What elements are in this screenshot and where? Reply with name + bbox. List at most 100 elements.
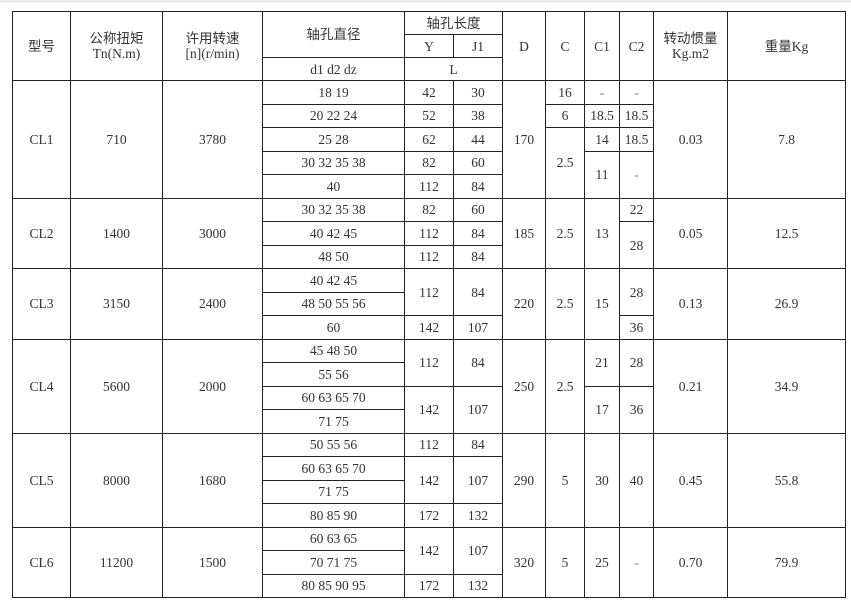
col-bore-diameter: 轴孔直径 — [262, 11, 405, 58]
table-row: 48 50 55 56 — [13, 291, 846, 316]
inertia-cell: 0.45 — [653, 432, 728, 528]
table-body: CL1 710 3780 18 19 42 30 170 16- -0.03 7.8 20 22 2… — [12, 80, 846, 598]
col-C2: C2 — [619, 11, 654, 81]
C-cell: 5 — [545, 526, 585, 598]
table-row: CL6 11200 1500 60 63 65 142 107 320 5 25-0.70 79.… — [12, 526, 846, 598]
j1-length-cell: 84 — [453, 338, 503, 387]
col-weight: 重量Kg — [727, 11, 846, 81]
C1-cell: 17 — [584, 385, 620, 434]
inertia-cell: 0.70 — [653, 526, 728, 598]
C1-cell: 21 — [584, 338, 620, 387]
C-cell: 2.5 — [545, 127, 585, 199]
col-bore-diameter-sub: d1 d2 dz — [262, 57, 405, 81]
model-cell: CL1 — [12, 80, 71, 199]
torque-cell: 710 — [70, 80, 163, 199]
j1-length-cell: 107 — [453, 526, 503, 575]
inertia-unit: Kg.m2 — [671, 46, 710, 61]
y-length-cell: 142 — [404, 526, 454, 575]
table-row: 71 75 — [13, 479, 846, 504]
torque-cell: 8000 — [70, 432, 163, 528]
j1-length-cell: 107 — [453, 456, 503, 504]
col-C1: C1 — [584, 11, 620, 81]
table-row: 40 42 45 112 84 28 — [13, 221, 846, 269]
torque-cell: 11200 — [70, 526, 163, 598]
C1-cell: - — [584, 80, 620, 105]
speed-label: 许用转速 — [185, 31, 240, 46]
j1-length-cell: 60 — [453, 197, 503, 222]
C1-cell: 11 — [584, 150, 620, 199]
table-row: 40 112 84 — [13, 174, 846, 199]
table-row: 70 71 75 — [13, 550, 846, 575]
col-J1: J1 — [453, 34, 503, 58]
col-Y: Y — [404, 34, 454, 58]
col-inertia: 转动惯量 Kg.m2 — [653, 11, 728, 81]
table-row: CL5 8000 1680 50 55 56 112 84 290 5 30 40 0.45 55.8 — [12, 432, 846, 528]
y-length-cell: 112 — [404, 174, 454, 199]
col-D: D — [502, 11, 546, 81]
C2-cell: 28 — [619, 268, 654, 316]
j1-length-cell: 107 — [453, 385, 503, 434]
y-length-cell: 62 — [404, 127, 454, 152]
weight-cell: 34.9 — [727, 338, 846, 434]
table-row: CL2 1400 3000 30 32 35 38 82 60 185 2.5 13 22 0.05… — [12, 197, 846, 269]
torque-cell: 5600 — [70, 338, 163, 434]
C-cell: 2.5 — [545, 197, 585, 269]
bore-diameter-cell: 40 — [262, 174, 405, 199]
C2-cell: 18.5 — [619, 103, 654, 128]
weight-cell: 55.8 — [727, 432, 846, 528]
j1-length-cell: 84 — [453, 244, 503, 269]
table-row: 55 56 — [13, 362, 846, 387]
bore-diameter-cell: 60 63 65 70 — [262, 456, 405, 481]
y-length-cell: 112 — [404, 244, 454, 269]
j1-length-cell: 132 — [453, 503, 503, 528]
table-header: 型号 公称扭矩 Tn(N.m) 许用转速 [n](r/min) 轴孔直径 轴孔长度 … — [12, 11, 846, 81]
j1-length-cell: 60 — [453, 150, 503, 175]
C2-cell: 18.5 — [619, 127, 654, 152]
table-row: 80 85 90 95 172 132 — [13, 573, 846, 598]
j1-length-cell: 84 — [453, 174, 503, 199]
bore-diameter-cell: 30 32 35 38 — [262, 197, 405, 222]
y-length-cell: 172 — [404, 573, 454, 598]
weight-cell: 79.9 — [727, 526, 846, 598]
bore-diameter-cell: 70 71 75 — [262, 550, 405, 575]
y-length-cell: 82 — [404, 197, 454, 222]
col-model: 型号 — [12, 11, 71, 81]
bore-diameter-cell: 18 19 — [262, 80, 405, 105]
torque-label: 公称扭矩 — [89, 31, 144, 46]
torque-unit: Tn(N.m) — [92, 46, 141, 61]
j1-length-cell: 44 — [453, 127, 503, 152]
D-cell: 250 — [502, 338, 546, 434]
bore-diameter-cell: 48 50 — [262, 244, 405, 269]
torque-cell: 1400 — [70, 197, 163, 269]
speed-cell: 1500 — [162, 526, 263, 598]
j1-length-cell: 84 — [453, 221, 503, 246]
C1-cell: 25 — [584, 526, 620, 598]
j1-length-cell: 132 — [453, 573, 503, 598]
C-cell: 2.5 — [545, 268, 585, 340]
y-length-cell: 52 — [404, 103, 454, 128]
top-band — [0, 0, 851, 3]
table-row: CL3 3150 2400 40 42 45 112 84 220 2.5 15 28 0.13 26… — [12, 268, 846, 340]
table-row: 60 63 65 70 142 107 17 36 — [13, 385, 846, 434]
y-length-cell: 42 — [404, 80, 454, 105]
bore-diameter-cell: 60 63 65 70 — [262, 385, 405, 410]
bore-diameter-cell: 71 75 — [262, 409, 405, 434]
D-cell: 185 — [502, 197, 546, 269]
inertia-cell: 0.05 — [653, 197, 728, 269]
bore-diameter-cell: 80 85 90 — [262, 503, 405, 528]
coupling-spec-table: 型号 公称扭矩 Tn(N.m) 许用转速 [n](r/min) 轴孔直径 轴孔长度 … — [12, 11, 846, 598]
col-speed: 许用转速 [n](r/min) — [162, 11, 263, 81]
C2-cell: 36 — [619, 315, 654, 340]
speed-cell: 1680 — [162, 432, 263, 528]
C-cell: 6 — [545, 103, 585, 128]
speed-cell: 2400 — [162, 268, 263, 340]
j1-length-cell: 84 — [453, 268, 503, 316]
model-cell: CL4 — [12, 338, 71, 434]
col-C: C — [545, 11, 585, 81]
C2-cell: 36 — [619, 385, 654, 434]
bore-diameter-cell: 25 28 — [262, 127, 405, 152]
C2-cell: - — [619, 150, 654, 199]
weight-cell: 26.9 — [727, 268, 846, 340]
C1-cell: 15 — [584, 268, 620, 340]
bore-diameter-cell: 60 — [262, 315, 405, 340]
